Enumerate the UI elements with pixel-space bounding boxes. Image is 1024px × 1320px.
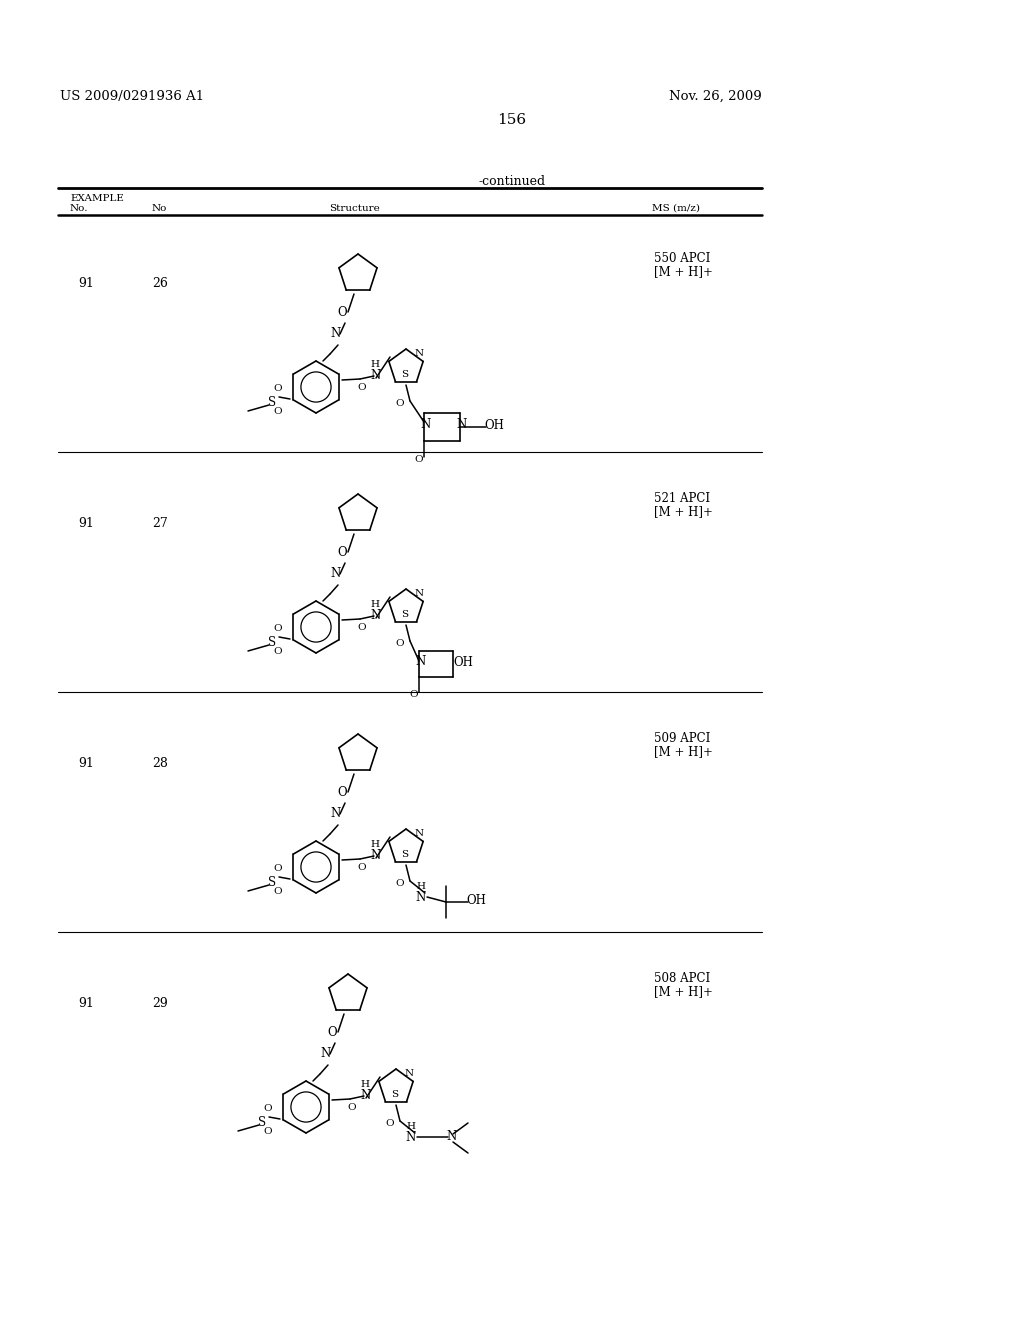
Text: O: O xyxy=(273,384,282,393)
Text: 29: 29 xyxy=(152,997,168,1010)
Text: 27: 27 xyxy=(152,517,168,531)
Text: S: S xyxy=(401,370,409,379)
Text: 91: 91 xyxy=(78,517,94,531)
Text: N: N xyxy=(370,849,380,862)
Text: O: O xyxy=(263,1104,271,1113)
Text: N: N xyxy=(330,807,340,820)
Text: 156: 156 xyxy=(498,114,526,127)
Text: O: O xyxy=(273,887,282,896)
Text: O: O xyxy=(273,865,282,873)
Text: S: S xyxy=(268,396,276,409)
Text: 91: 91 xyxy=(78,277,94,290)
Text: N: N xyxy=(370,609,380,622)
Text: O: O xyxy=(409,690,418,700)
Text: 26: 26 xyxy=(152,277,168,290)
Text: N: N xyxy=(415,589,424,598)
Text: [M + H]+: [M + H]+ xyxy=(654,506,713,517)
Text: O: O xyxy=(347,1104,355,1111)
Text: No: No xyxy=(152,205,167,213)
Text: 509 APCI: 509 APCI xyxy=(654,733,711,744)
Text: US 2009/0291936 A1: US 2009/0291936 A1 xyxy=(60,90,204,103)
Text: 91: 91 xyxy=(78,756,94,770)
Text: N: N xyxy=(406,1069,414,1078)
Text: N: N xyxy=(360,1089,371,1102)
Text: O: O xyxy=(385,1119,393,1129)
Text: 508 APCI: 508 APCI xyxy=(654,972,711,985)
Text: O: O xyxy=(263,1127,271,1137)
Text: H: H xyxy=(370,601,379,609)
Text: Nov. 26, 2009: Nov. 26, 2009 xyxy=(670,90,762,103)
Text: O: O xyxy=(273,647,282,656)
Text: S: S xyxy=(391,1090,398,1100)
Text: -continued: -continued xyxy=(478,176,546,187)
Text: OH: OH xyxy=(453,656,473,669)
Text: O: O xyxy=(357,863,366,873)
Text: OH: OH xyxy=(466,894,485,907)
Text: 28: 28 xyxy=(152,756,168,770)
Text: H: H xyxy=(416,882,425,891)
Text: O: O xyxy=(395,879,403,888)
Text: S: S xyxy=(268,636,276,649)
Text: S: S xyxy=(268,876,276,888)
Text: O: O xyxy=(357,623,366,632)
Text: 521 APCI: 521 APCI xyxy=(654,492,710,506)
Text: Structure: Structure xyxy=(330,205,380,213)
Text: S: S xyxy=(401,610,409,619)
Text: S: S xyxy=(258,1115,266,1129)
Text: [M + H]+: [M + H]+ xyxy=(654,265,713,279)
Text: [M + H]+: [M + H]+ xyxy=(654,744,713,758)
Text: O: O xyxy=(273,624,282,634)
Text: O: O xyxy=(357,383,366,392)
Text: H: H xyxy=(370,840,379,849)
Text: O: O xyxy=(337,546,347,558)
Text: EXAMPLE: EXAMPLE xyxy=(70,194,124,203)
Text: [M + H]+: [M + H]+ xyxy=(654,985,713,998)
Text: N: N xyxy=(415,891,425,904)
Text: H: H xyxy=(370,360,379,370)
Text: 91: 91 xyxy=(78,997,94,1010)
Text: N: N xyxy=(370,370,380,381)
Text: N: N xyxy=(420,418,430,432)
Text: N: N xyxy=(415,348,424,358)
Text: N: N xyxy=(456,418,466,432)
Text: H: H xyxy=(406,1122,415,1131)
Text: O: O xyxy=(337,306,347,319)
Text: O: O xyxy=(337,785,347,799)
Text: N: N xyxy=(406,1131,416,1144)
Text: N: N xyxy=(415,829,424,838)
Text: S: S xyxy=(401,850,409,859)
Text: H: H xyxy=(360,1080,369,1089)
Text: O: O xyxy=(273,407,282,416)
Text: 550 APCI: 550 APCI xyxy=(654,252,711,265)
Text: N: N xyxy=(319,1047,331,1060)
Text: N: N xyxy=(330,568,340,579)
Text: O: O xyxy=(327,1026,337,1039)
Text: No.: No. xyxy=(70,205,88,213)
Text: O: O xyxy=(395,399,403,408)
Text: O: O xyxy=(414,455,423,465)
Text: OH: OH xyxy=(484,418,504,432)
Text: N: N xyxy=(415,655,425,668)
Text: MS (m/z): MS (m/z) xyxy=(652,205,700,213)
Text: O: O xyxy=(395,639,403,648)
Text: N: N xyxy=(330,327,340,341)
Text: N: N xyxy=(446,1130,457,1143)
